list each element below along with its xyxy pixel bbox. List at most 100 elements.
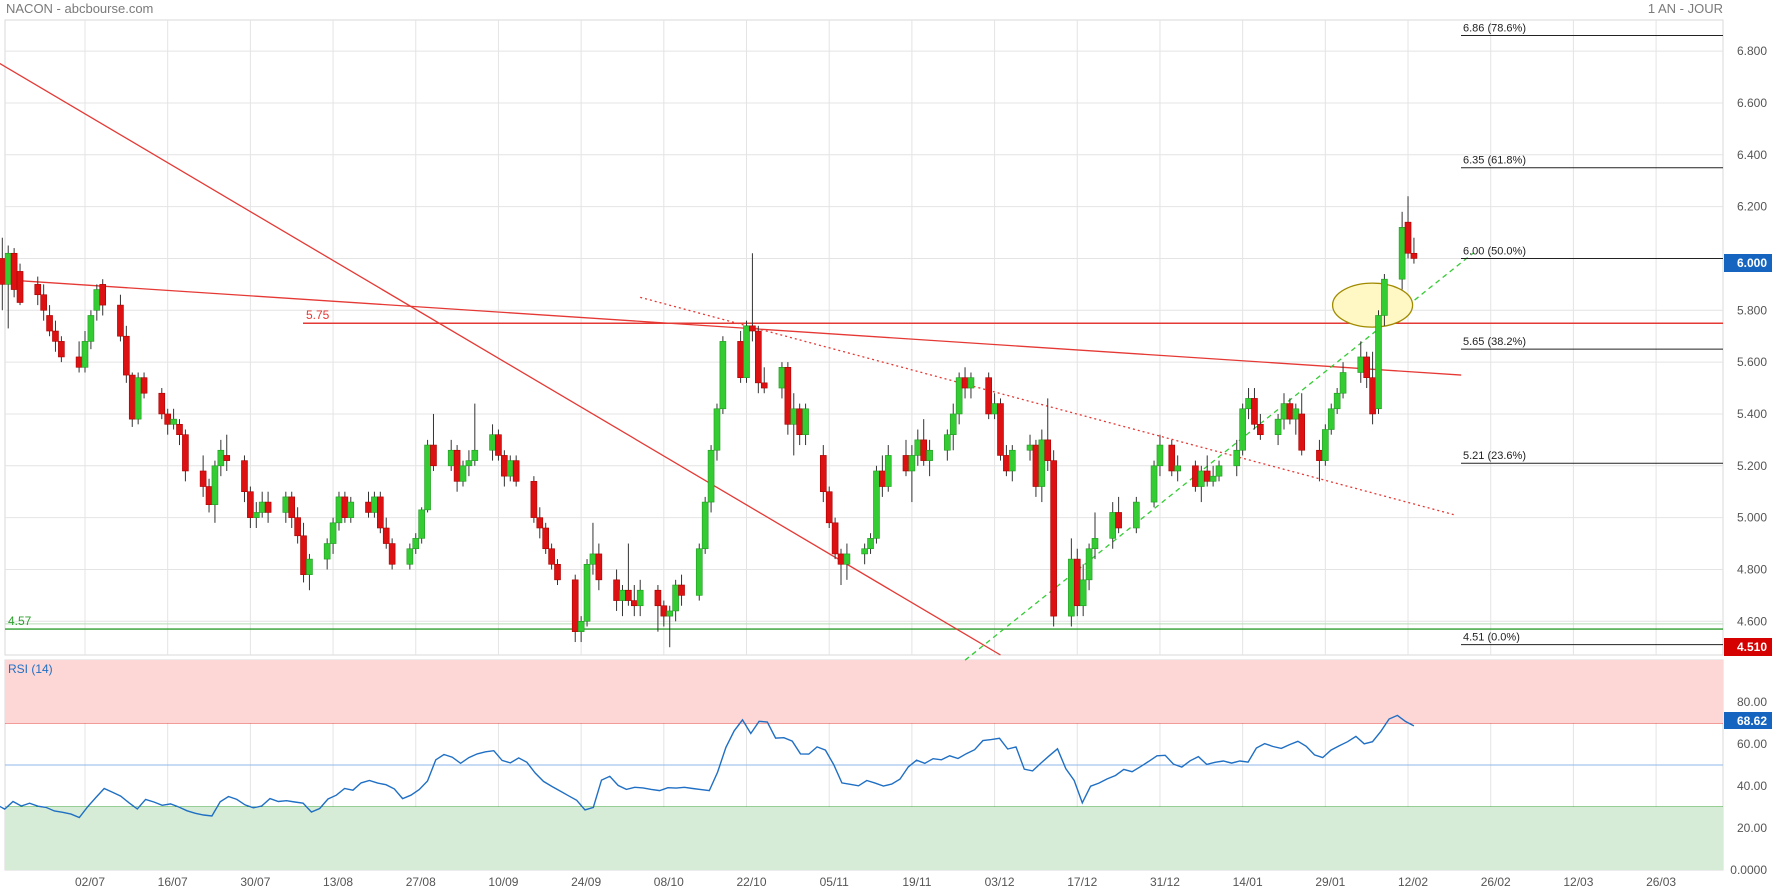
candle-body [306, 558, 313, 575]
candle-body [495, 434, 502, 456]
candle-body [282, 496, 290, 513]
candle-body [1339, 372, 1347, 394]
x-tick-label: 14/01 [1233, 875, 1263, 889]
current-price-badge [1724, 254, 1772, 272]
candle-body [247, 491, 254, 518]
candle-body [778, 367, 786, 389]
x-tick-label: 26/02 [1481, 875, 1511, 889]
candle-body [1032, 444, 1040, 487]
x-tick-label: 22/10 [736, 875, 766, 889]
fib-label: 5.65 (38.2%) [1463, 336, 1526, 348]
candle-body [217, 449, 225, 467]
trendline [0, 278, 1462, 376]
chart-period: 1 AN - JOUR [1648, 1, 1723, 16]
price-y-tick: 4.600 [1737, 614, 1767, 628]
candle-body [294, 517, 301, 537]
candle-body [223, 455, 231, 461]
candle-body [985, 377, 992, 415]
candle-body [589, 553, 597, 565]
low-price-badge [1724, 638, 1772, 656]
candle-body [1156, 444, 1164, 467]
candle-body [1198, 470, 1205, 487]
candle-body [749, 325, 756, 332]
candle-body [453, 449, 461, 482]
candle-body [879, 470, 886, 487]
candle-body [837, 553, 845, 565]
candle-body [1292, 408, 1300, 420]
candle-body [613, 579, 620, 601]
x-tick-label: 05/11 [820, 875, 849, 889]
candle-body [630, 600, 638, 607]
candle-body [926, 449, 933, 461]
candle-body [1327, 408, 1335, 430]
x-tick-label: 12/03 [1563, 875, 1593, 889]
candle-body [961, 377, 969, 389]
candle-body [843, 553, 851, 565]
rsi-y-tick: 20.00 [1737, 821, 1767, 835]
candle-body [920, 439, 928, 461]
candle-body [258, 501, 266, 513]
candle-body [93, 289, 101, 311]
candle-body [1257, 424, 1264, 435]
candle-body [1174, 465, 1181, 472]
candle-body [347, 501, 355, 518]
candle-body [164, 413, 171, 425]
candle-body [577, 621, 585, 632]
candle-body [755, 330, 762, 384]
rsi-current-label: 68.62 [1737, 714, 1767, 728]
annotation-ellipse [1331, 282, 1414, 328]
candle-body [46, 315, 53, 332]
candle-body [0, 258, 6, 285]
price-y-tick: 5.200 [1737, 459, 1767, 473]
candle-body [323, 543, 331, 560]
candle-body [99, 284, 107, 306]
x-tick-label: 02/07 [75, 875, 105, 889]
candle-body [418, 509, 425, 539]
candle-body [619, 589, 626, 601]
x-tick-label: 13/08 [323, 875, 353, 889]
candle-body [713, 408, 721, 451]
rsi-y-tick: 80.00 [1737, 695, 1767, 709]
candle-body [382, 527, 390, 544]
candle-body [595, 553, 603, 581]
candle-body [1209, 475, 1217, 482]
candle-body [666, 610, 674, 617]
candle-body [1026, 444, 1034, 451]
candle-body [465, 460, 473, 467]
candle-body [199, 470, 207, 487]
candle-body [1168, 444, 1176, 472]
candle-body [1050, 460, 1057, 617]
rsi-title: RSI (14) [8, 662, 53, 676]
fib-label: 5.21 (23.6%) [1463, 450, 1526, 462]
price-y-tick: 6.200 [1737, 200, 1767, 214]
candle-body [140, 377, 148, 394]
candle-body [40, 294, 47, 311]
rsi-overbought-band [5, 660, 1723, 723]
candle-body [625, 589, 632, 601]
candle-body [489, 434, 496, 451]
candle-body [406, 548, 414, 565]
candle-body [329, 522, 337, 544]
candle-body [10, 252, 18, 290]
candle-body [548, 548, 555, 565]
candle-body [861, 548, 868, 555]
candle-body [412, 538, 420, 550]
candle-body [459, 465, 467, 482]
candle-body [760, 382, 768, 389]
price-y-tick: 6.800 [1737, 44, 1767, 58]
candle-body [825, 491, 833, 524]
candle-body [1333, 392, 1341, 410]
candle-body [58, 341, 65, 358]
candle-body [341, 496, 349, 518]
x-tick-label: 27/08 [406, 875, 436, 889]
candle-body [365, 501, 372, 513]
candle-body [75, 356, 83, 368]
candle-body [796, 408, 803, 435]
candle-body [914, 439, 922, 456]
candle-body [81, 341, 89, 368]
price-y-tick: 5.000 [1737, 511, 1767, 525]
fib-label: 6.35 (61.8%) [1463, 155, 1526, 167]
rsi-series [0, 714, 1415, 819]
